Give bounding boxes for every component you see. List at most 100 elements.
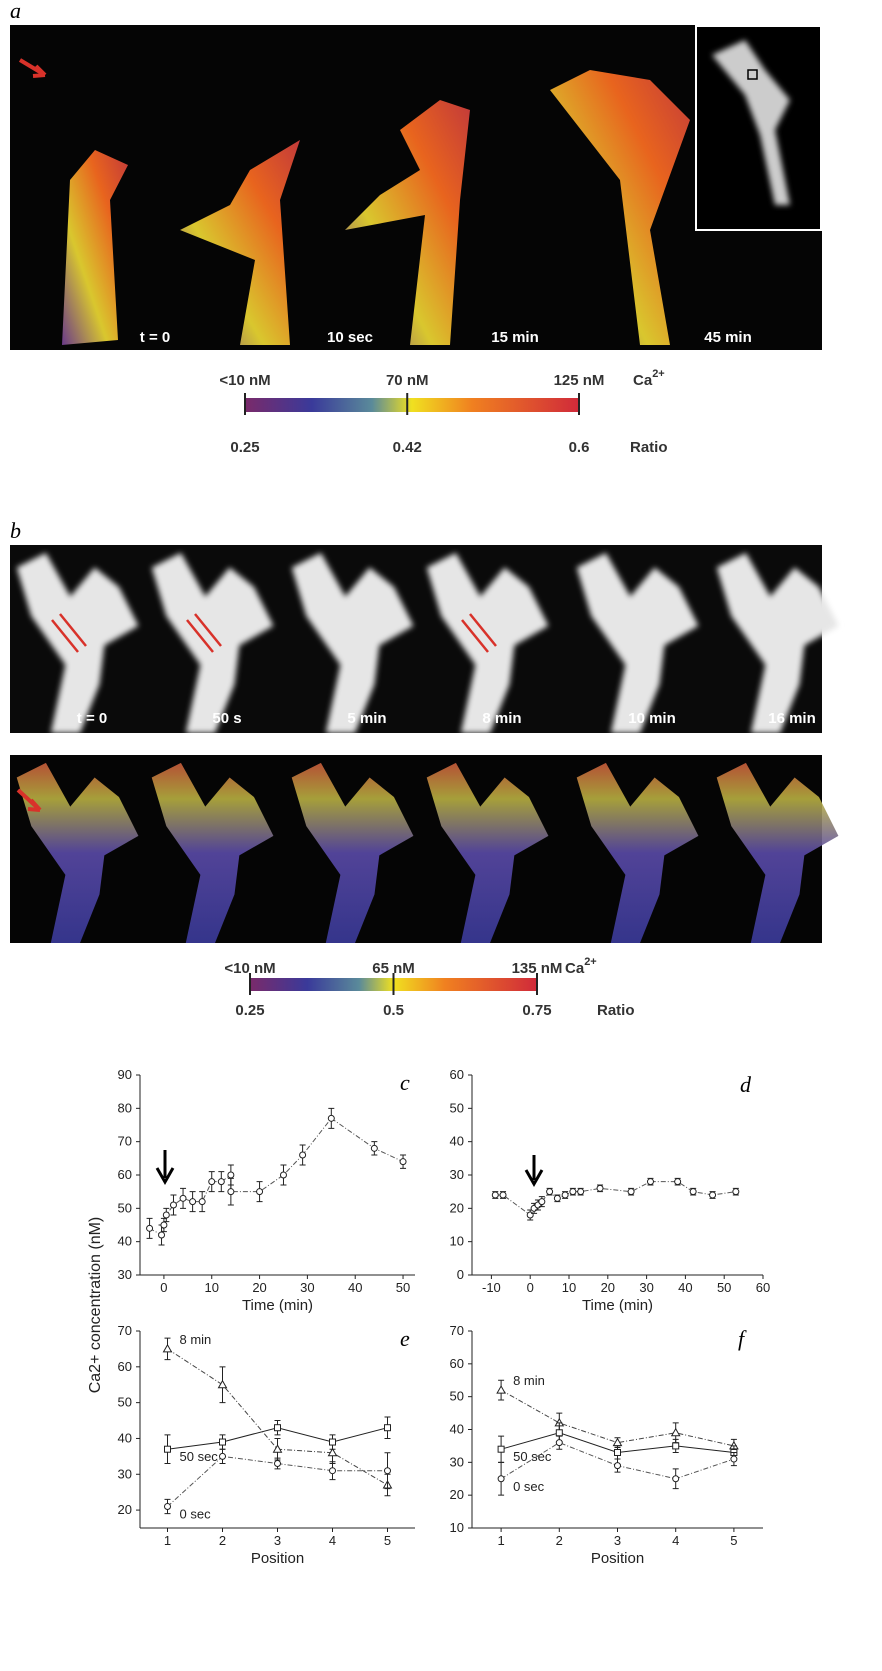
marker [327, 1114, 335, 1122]
cell [180, 140, 300, 345]
panel-label: b [10, 518, 21, 543]
time-label: t = 0 [77, 710, 107, 727]
marker [732, 1188, 740, 1196]
marker [227, 1171, 235, 1179]
x-tick-label: 60 [756, 1280, 770, 1295]
ratio-label: Ratio [597, 1002, 635, 1019]
y-tick-label: 50 [450, 1100, 464, 1115]
y-tick-label: 70 [450, 1323, 464, 1338]
y-tick-label: 50 [118, 1200, 132, 1215]
time-label: t = 0 [140, 329, 170, 346]
panel-label: d [740, 1072, 752, 1097]
y-tick-label: 10 [450, 1234, 464, 1249]
y-tick-label: 20 [118, 1502, 132, 1517]
marker [299, 1151, 307, 1159]
marker [569, 1188, 577, 1196]
cell [550, 70, 690, 345]
marker [730, 1455, 738, 1463]
x-tick-label: 1 [164, 1533, 171, 1548]
x-tick-label: 0 [160, 1280, 167, 1295]
x-axis-label: Position [591, 1550, 644, 1567]
marker [160, 1221, 168, 1229]
y-tick-label: 80 [118, 1100, 132, 1115]
marker [499, 1191, 507, 1199]
marker [646, 1178, 654, 1186]
marker [709, 1191, 717, 1199]
y-tick-label: 60 [118, 1359, 132, 1374]
time-label: 16 min [768, 710, 816, 727]
y-tick-label: 50 [118, 1395, 132, 1410]
marker [496, 1385, 506, 1394]
y-tick-label: 30 [118, 1267, 132, 1282]
series-label: 50 sec [513, 1449, 552, 1464]
y-tick-label: 0 [457, 1267, 464, 1282]
x-tick-label: 20 [601, 1280, 615, 1295]
line-marker [461, 613, 497, 653]
marker [179, 1194, 187, 1202]
cells-b [16, 553, 839, 943]
y-tick-label: 40 [450, 1422, 464, 1437]
marker [272, 1444, 283, 1453]
marker [497, 1445, 505, 1453]
y-tick-label: 40 [118, 1234, 132, 1249]
marker [627, 1188, 635, 1196]
x-tick-label: -10 [482, 1280, 501, 1295]
marker [208, 1178, 216, 1186]
time-label: 8 min [482, 710, 521, 727]
marker [217, 1178, 225, 1186]
x-axis-label: Time (min) [582, 1297, 653, 1314]
marker [219, 1438, 226, 1446]
marker [198, 1198, 206, 1206]
colorbar-b: Ca2+ Ratio [250, 956, 635, 1019]
arrow [524, 1155, 544, 1188]
panel-label: f [738, 1326, 747, 1351]
y-tick-label: 50 [450, 1389, 464, 1404]
x-tick-label: 1 [497, 1533, 504, 1548]
marker [577, 1188, 585, 1196]
roi [747, 69, 758, 80]
series-label: 8 min [180, 1332, 212, 1347]
series-label: 0 sec [180, 1507, 212, 1522]
marker [614, 1448, 621, 1456]
time-label: 45 min [704, 329, 752, 346]
marker [329, 1467, 336, 1475]
marker [256, 1188, 264, 1196]
marker [162, 1211, 170, 1219]
inset-cell [712, 40, 790, 205]
y-tick-label: 10 [450, 1520, 464, 1535]
marker [146, 1224, 154, 1232]
line-marker [51, 613, 87, 653]
marker [162, 1343, 173, 1353]
x-tick-label: 2 [219, 1533, 226, 1548]
concentration-label: 125 nM [554, 372, 605, 389]
marker [672, 1442, 680, 1450]
y-tick-label: 40 [450, 1134, 464, 1149]
time-label: 50 s [212, 710, 241, 727]
marker [596, 1184, 604, 1192]
x-axis-label: Time (min) [242, 1297, 313, 1314]
y-tick-label: 20 [450, 1200, 464, 1215]
marker [491, 1191, 499, 1199]
x-tick-label: 50 [717, 1280, 731, 1295]
x-tick-label: 40 [348, 1280, 362, 1295]
x-tick-label: 3 [614, 1533, 621, 1548]
y-tick-label: 30 [118, 1466, 132, 1481]
series-label: 0 sec [513, 1479, 545, 1494]
series-label: 50 sec [180, 1449, 219, 1464]
y-tick-label: 70 [118, 1323, 132, 1338]
ratio-tick-label: 0.25 [235, 1002, 264, 1019]
x-tick-label: 3 [274, 1533, 281, 1548]
marker [674, 1178, 682, 1186]
ratio-tick-label: 0.6 [569, 439, 590, 456]
y-tick-label: 60 [450, 1356, 464, 1371]
x-tick-label: 4 [672, 1533, 679, 1548]
y-axis-label: Ca2+ concentration (nM) [87, 1217, 104, 1394]
marker [555, 1439, 563, 1447]
marker [670, 1427, 681, 1437]
ratio-tick-label: 0.5 [383, 1002, 404, 1019]
series-line [149, 1117, 404, 1236]
arrow [16, 788, 42, 812]
concentration-label: <10 nM [224, 960, 275, 977]
panel-label: c [400, 1070, 410, 1095]
